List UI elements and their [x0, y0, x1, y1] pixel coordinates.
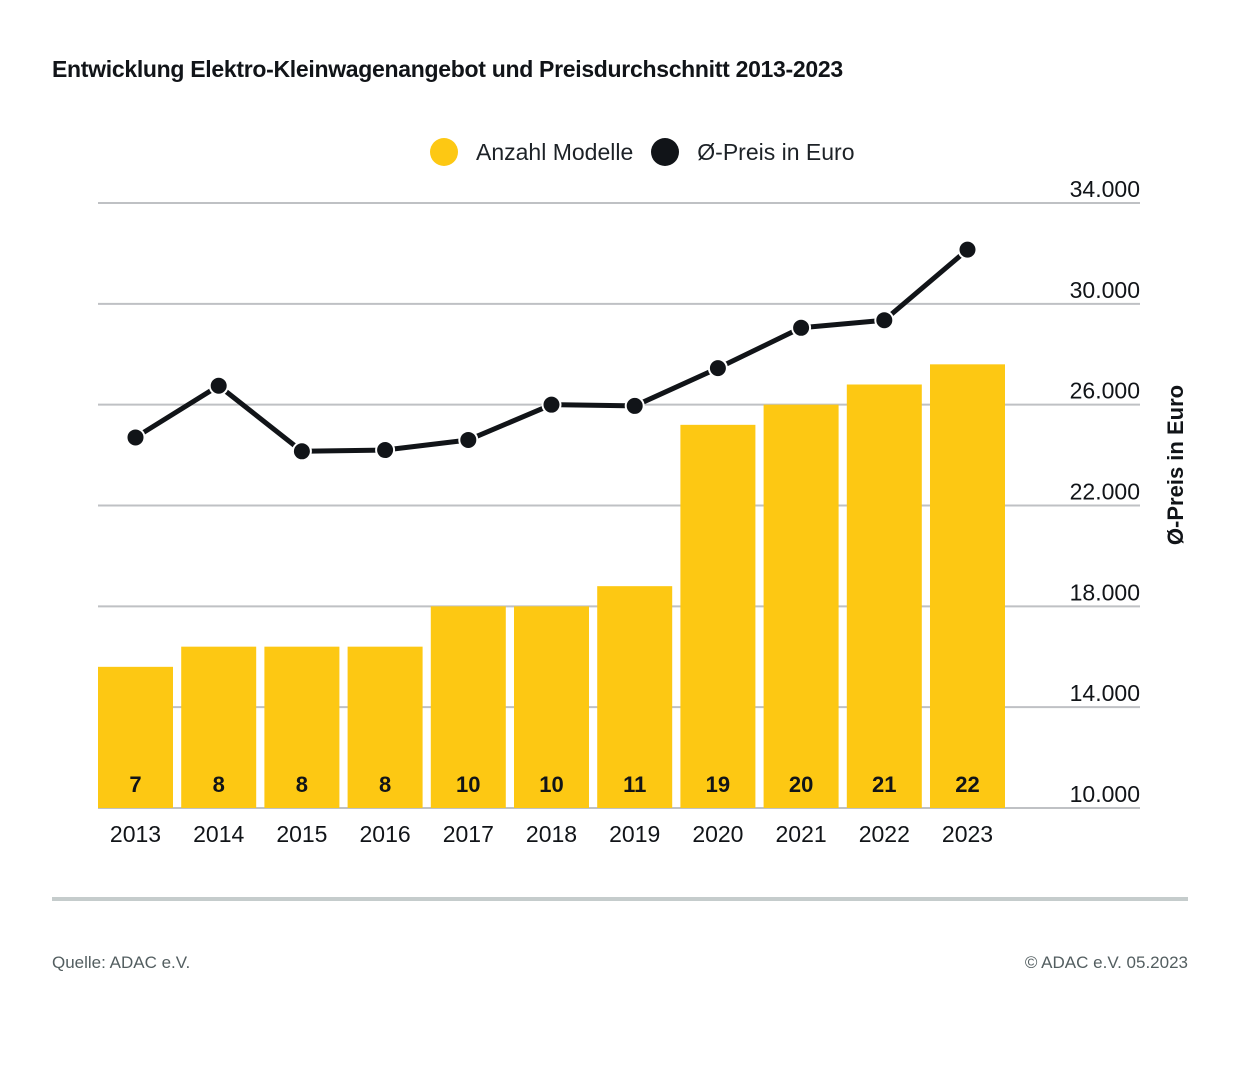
price-point [458, 429, 479, 450]
y-tick-label: 30.000 [1070, 277, 1140, 303]
price-line [125, 239, 978, 462]
legend-item-price: Ø-Preis in Euro [651, 138, 854, 166]
price-point [957, 239, 978, 260]
x-tick-label: 2014 [193, 821, 244, 847]
y-axis-label: Ø-Preis in Euro [1163, 385, 1188, 545]
y-tick-label: 10.000 [1070, 781, 1140, 807]
x-tick-label: 2017 [443, 821, 494, 847]
x-tick-labels: 2013 2014 2015 2016 2017 2018 2019 2020 2021 2022… [110, 821, 993, 847]
x-tick-label: 2023 [942, 821, 993, 847]
price-point [375, 440, 396, 461]
x-tick-label: 2015 [276, 821, 327, 847]
x-tick-label: 2020 [692, 821, 743, 847]
y-tick-label: 34.000 [1070, 176, 1140, 202]
price-point [791, 317, 812, 338]
footer-divider [52, 897, 1188, 901]
x-tick-label: 2016 [360, 821, 411, 847]
bar-value-label: 10 [456, 772, 480, 797]
bars [98, 364, 1005, 808]
y-tick-labels: 10.000 14.000 18.000 22.000 26.000 30.000 34.0… [1070, 176, 1140, 807]
chart-title: Entwicklung Elektro-Kleinwagenangebot un… [52, 56, 843, 82]
y-tick-label: 18.000 [1070, 579, 1140, 605]
legend-item-models: Anzahl Modelle [430, 138, 633, 166]
bar [98, 666, 173, 808]
price-point [125, 427, 146, 448]
y-tick-label: 22.000 [1070, 479, 1140, 505]
price-point [707, 358, 728, 379]
price-point [624, 395, 645, 416]
bar [597, 586, 673, 808]
x-tick-label: 2019 [609, 821, 660, 847]
legend-swatch-bar [430, 138, 458, 166]
bar-value-label: 8 [296, 772, 308, 797]
bar [347, 646, 423, 808]
copyright-note: © ADAC e.V. 05.2023 [1024, 953, 1188, 972]
price-line-path [134, 247, 970, 454]
x-tick-label: 2021 [776, 821, 827, 847]
price-point [541, 394, 562, 415]
x-tick-label: 2022 [859, 821, 910, 847]
bar [430, 606, 506, 808]
y-tick-label: 26.000 [1070, 378, 1140, 404]
x-tick-label: 2018 [526, 821, 577, 847]
bar-value-label: 11 [623, 772, 646, 797]
price-point [874, 310, 895, 331]
bar [763, 404, 839, 808]
bar-value-label: 7 [129, 772, 141, 797]
bar-labels: 7 8 8 8 10 10 11 19 20 21 22 [129, 772, 979, 797]
x-tick-label: 2013 [110, 821, 161, 847]
bar [264, 646, 340, 808]
bar [846, 384, 922, 808]
legend-swatch-line [651, 138, 680, 166]
bar-value-label: 21 [872, 772, 896, 797]
bar-value-label: 22 [955, 772, 979, 797]
bar [514, 606, 589, 808]
legend: Anzahl Modelle Ø-Preis in Euro [430, 138, 872, 166]
bar [680, 424, 756, 808]
legend-label-models: Anzahl Modelle [476, 138, 634, 165]
price-point [291, 441, 312, 462]
legend-label-price: Ø-Preis in Euro [697, 138, 855, 165]
bar-value-label: 20 [789, 772, 813, 797]
price-point [208, 375, 229, 396]
bar-value-label: 8 [379, 772, 391, 797]
bar-value-label: 10 [539, 772, 563, 797]
bar [181, 646, 257, 808]
bar-value-label: 8 [213, 772, 225, 797]
bar-value-label: 19 [706, 772, 730, 797]
bar [930, 364, 1005, 808]
y-tick-label: 14.000 [1070, 680, 1140, 706]
source-note: Quelle: ADAC e.V. [52, 953, 191, 972]
